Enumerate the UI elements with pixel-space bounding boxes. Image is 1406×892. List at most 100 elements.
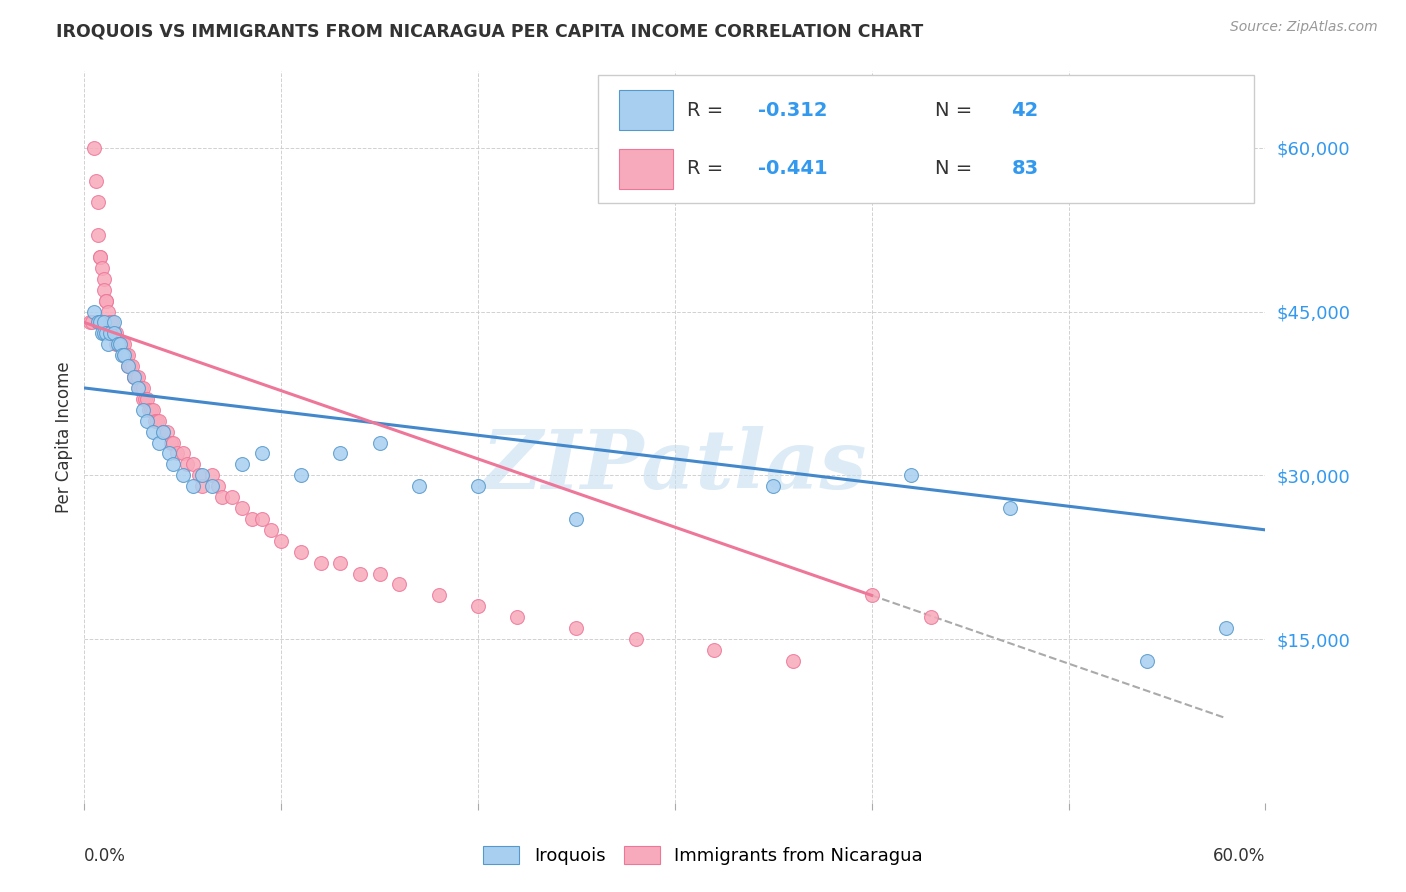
Point bbox=[467, 599, 489, 614]
Point bbox=[93, 315, 115, 329]
Point bbox=[83, 141, 105, 155]
Point bbox=[142, 425, 165, 439]
Point bbox=[309, 556, 332, 570]
Point bbox=[87, 195, 110, 210]
Point bbox=[94, 293, 117, 308]
Text: R =: R = bbox=[686, 101, 730, 120]
Bar bbox=[620, 90, 672, 130]
Point bbox=[83, 304, 105, 318]
Point bbox=[368, 435, 391, 450]
Point bbox=[98, 315, 121, 329]
Point bbox=[920, 610, 942, 624]
Text: R =: R = bbox=[686, 159, 730, 178]
Point bbox=[108, 337, 131, 351]
Point bbox=[112, 348, 135, 362]
Text: Source: ZipAtlas.com: Source: ZipAtlas.com bbox=[1230, 20, 1378, 34]
Point bbox=[98, 315, 121, 329]
Point bbox=[114, 348, 136, 362]
Point bbox=[860, 588, 883, 602]
Point bbox=[703, 643, 725, 657]
Point bbox=[127, 370, 149, 384]
Point bbox=[91, 260, 114, 275]
Point bbox=[329, 556, 352, 570]
Text: 60.0%: 60.0% bbox=[1213, 847, 1265, 864]
Point bbox=[998, 501, 1021, 516]
Point bbox=[112, 348, 135, 362]
Point bbox=[388, 577, 411, 591]
Point bbox=[103, 326, 125, 341]
Point bbox=[207, 479, 229, 493]
Point bbox=[101, 326, 124, 341]
Point bbox=[782, 654, 804, 668]
Point bbox=[368, 566, 391, 581]
Point bbox=[141, 402, 163, 417]
Point bbox=[122, 370, 145, 384]
Point bbox=[157, 446, 180, 460]
Point bbox=[84, 173, 107, 187]
Point bbox=[142, 402, 165, 417]
Point bbox=[94, 293, 117, 308]
Point bbox=[136, 414, 159, 428]
Point bbox=[104, 337, 127, 351]
Point bbox=[112, 337, 135, 351]
Point bbox=[172, 446, 194, 460]
Point bbox=[127, 381, 149, 395]
Text: N =: N = bbox=[935, 101, 979, 120]
Point bbox=[162, 458, 184, 472]
Text: -0.312: -0.312 bbox=[758, 101, 827, 120]
Point bbox=[97, 304, 120, 318]
Point bbox=[160, 435, 183, 450]
Point bbox=[117, 348, 139, 362]
Point bbox=[1136, 654, 1159, 668]
Point bbox=[93, 272, 115, 286]
Point bbox=[118, 359, 141, 373]
Text: 42: 42 bbox=[1011, 101, 1039, 120]
Point bbox=[103, 326, 125, 341]
Point bbox=[79, 315, 101, 329]
Point bbox=[94, 326, 117, 341]
Point bbox=[103, 315, 125, 329]
Point bbox=[101, 315, 124, 329]
Bar bbox=[620, 149, 672, 189]
Point bbox=[250, 446, 273, 460]
Point bbox=[201, 468, 224, 483]
Y-axis label: Per Capita Income: Per Capita Income bbox=[55, 361, 73, 513]
Point bbox=[103, 326, 125, 341]
Text: IROQUOIS VS IMMIGRANTS FROM NICARAGUA PER CAPITA INCOME CORRELATION CHART: IROQUOIS VS IMMIGRANTS FROM NICARAGUA PE… bbox=[56, 22, 924, 40]
Point bbox=[250, 512, 273, 526]
Point bbox=[240, 512, 263, 526]
Point bbox=[191, 468, 214, 483]
Point bbox=[87, 315, 110, 329]
Point bbox=[762, 479, 785, 493]
Point bbox=[138, 402, 160, 417]
Bar bbox=[598, 75, 1254, 203]
Point bbox=[427, 588, 450, 602]
Point bbox=[329, 446, 352, 460]
Point bbox=[122, 370, 145, 384]
Point bbox=[211, 490, 233, 504]
Text: 83: 83 bbox=[1011, 159, 1039, 178]
Point bbox=[131, 381, 153, 395]
Point bbox=[91, 326, 114, 341]
Point bbox=[132, 402, 155, 417]
Text: 0.0%: 0.0% bbox=[84, 847, 127, 864]
Point bbox=[231, 458, 253, 472]
Point bbox=[89, 250, 111, 264]
Point bbox=[152, 425, 174, 439]
Point bbox=[122, 370, 145, 384]
Point bbox=[565, 512, 588, 526]
Point bbox=[290, 545, 312, 559]
Point bbox=[146, 414, 169, 428]
Legend: Iroquois, Immigrants from Nicaragua: Iroquois, Immigrants from Nicaragua bbox=[477, 838, 929, 872]
Point bbox=[117, 359, 139, 373]
Point bbox=[89, 315, 111, 329]
Point bbox=[260, 523, 283, 537]
Point bbox=[97, 337, 120, 351]
Point bbox=[156, 425, 179, 439]
Point bbox=[191, 479, 214, 493]
Point bbox=[132, 381, 155, 395]
Point bbox=[148, 435, 170, 450]
Point bbox=[624, 632, 647, 646]
Text: ZIPatlas: ZIPatlas bbox=[482, 426, 868, 507]
Point bbox=[89, 250, 111, 264]
